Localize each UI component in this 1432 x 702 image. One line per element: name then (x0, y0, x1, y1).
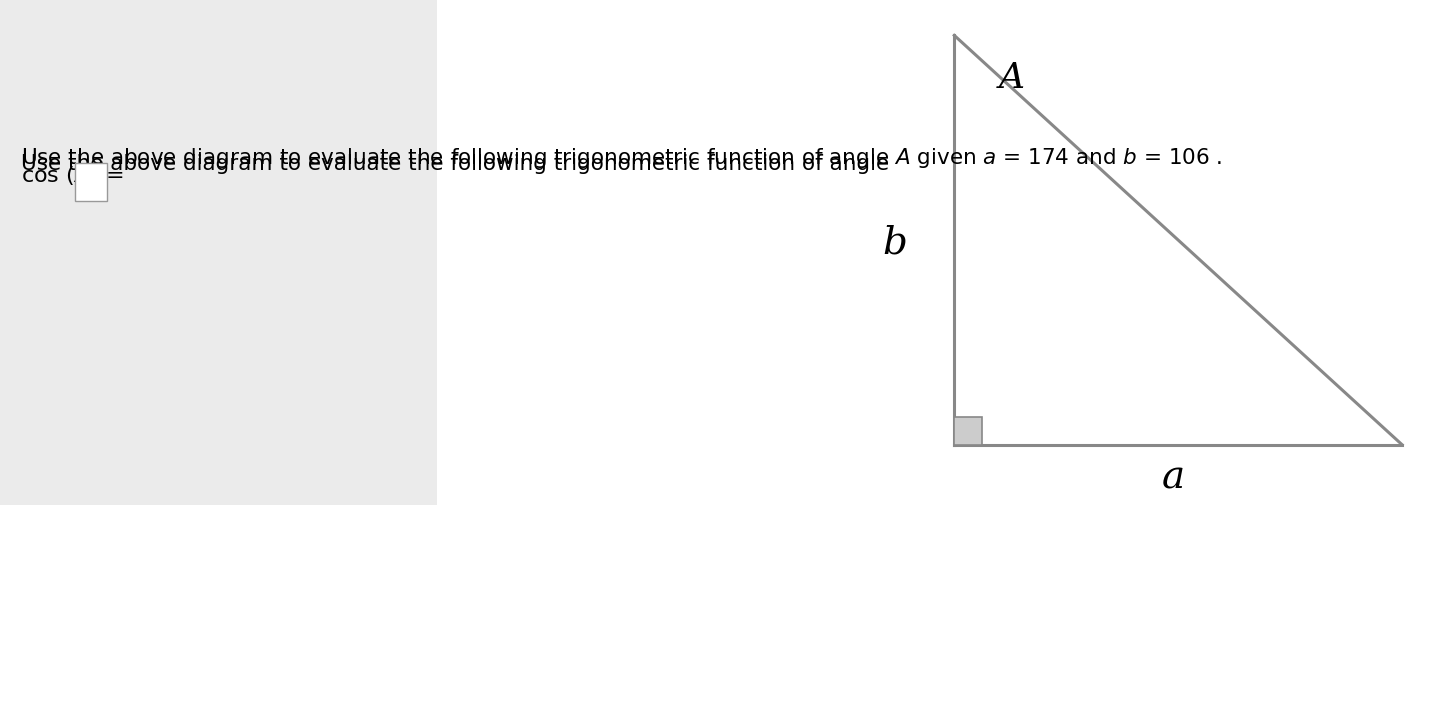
Text: A: A (1000, 60, 1025, 95)
Text: cos $(A)$ =: cos $(A)$ = (21, 164, 125, 187)
Text: Use the above diagram to evaluate the following trigonometric function of angle: Use the above diagram to evaluate the fo… (21, 154, 896, 174)
Text: Use the above diagram to evaluate the following trigonometric function of angle : Use the above diagram to evaluate the fo… (21, 146, 1223, 170)
Text: a: a (1161, 459, 1184, 496)
Bar (437, 0, 1432, 505)
Bar (954, 417, 982, 445)
Text: b: b (882, 224, 906, 261)
Bar (74, 163, 106, 201)
Bar (0, 505, 1432, 702)
